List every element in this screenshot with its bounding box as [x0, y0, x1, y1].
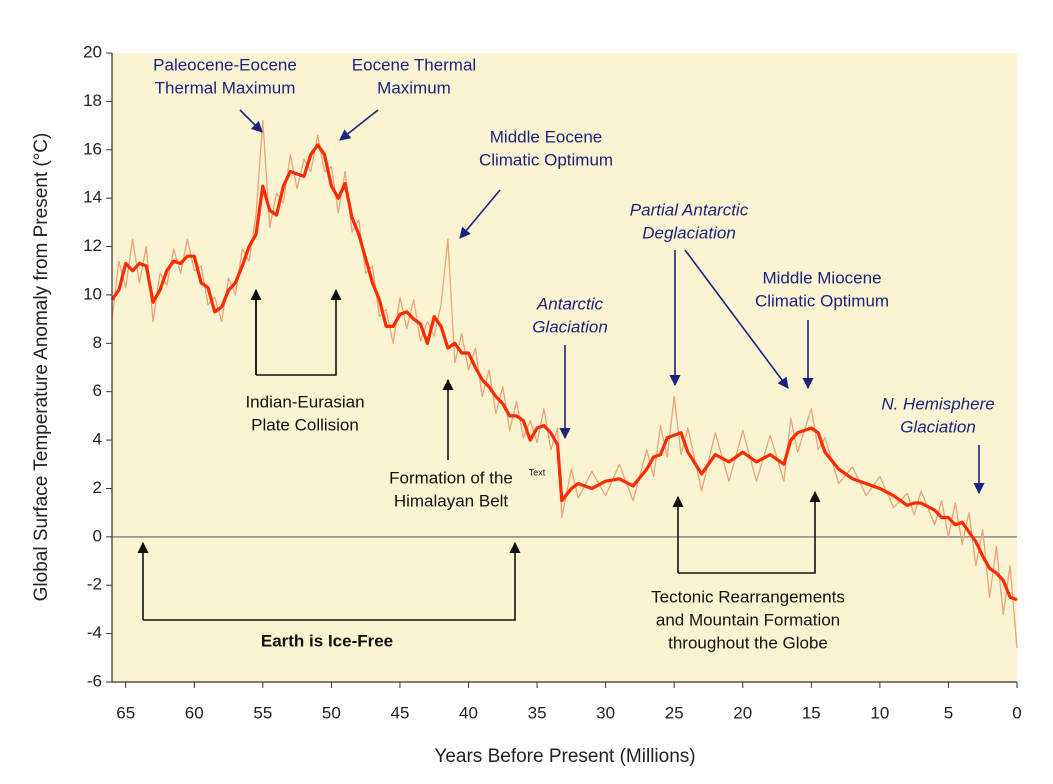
y-tick-label: 2 — [93, 478, 102, 497]
annotation: throughout the Globe — [668, 633, 828, 652]
annotation: N. Hemisphere — [881, 394, 994, 413]
x-tick-label: 5 — [944, 703, 953, 722]
annotation: and Mountain Formation — [656, 610, 840, 629]
annotation: Eocene Thermal — [352, 55, 476, 74]
arrow — [339, 109, 379, 141]
annotation: Tectonic Rearrangements — [651, 587, 845, 606]
x-tick-label: 35 — [528, 703, 547, 722]
x-tick-label: 45 — [390, 703, 409, 722]
arrow — [239, 109, 263, 133]
annotation: Deglaciation — [642, 223, 736, 242]
x-tick-label: 0 — [1012, 703, 1021, 722]
y-tick-label: 18 — [83, 91, 102, 110]
y-tick-label: -4 — [87, 623, 102, 642]
annotation: Text — [529, 467, 546, 477]
y-tick-label: 20 — [83, 42, 102, 61]
series-group — [110, 120, 1018, 649]
annotation: Plate Collision — [251, 415, 359, 434]
annotation: Formation of the — [389, 468, 513, 487]
x-tick-label: 20 — [733, 703, 752, 722]
y-tick-label: 8 — [93, 333, 102, 352]
annotation: Maximum — [377, 78, 451, 97]
x-tick-label: 10 — [870, 703, 889, 722]
x-tick-label: 15 — [802, 703, 821, 722]
annotation: Earth is Ice-Free — [261, 631, 393, 650]
annotation: Middle Miocene — [762, 268, 881, 287]
bracket — [143, 541, 521, 621]
y-tick-label: 4 — [93, 430, 102, 449]
data-line — [110, 143, 1018, 602]
annotation: Glaciation — [532, 317, 608, 336]
x-tick-label: 65 — [116, 703, 135, 722]
x-tick-label: 25 — [665, 703, 684, 722]
arrow — [459, 189, 501, 239]
x-axis-label: Years Before Present (Millions) — [434, 746, 695, 767]
y-tick-label: 6 — [93, 381, 102, 400]
annotation: Glaciation — [900, 417, 976, 436]
y-tick-label: 16 — [83, 139, 102, 158]
y-tick-label: 12 — [83, 236, 102, 255]
y-tick-label: 14 — [83, 188, 102, 207]
annotation: Himalayan Belt — [394, 491, 509, 510]
x-tick-label: 50 — [322, 703, 341, 722]
annotation: Climatic Optimum — [479, 150, 613, 169]
annotation: Indian-Eurasian — [245, 392, 364, 411]
y-axis-label: Global Surface Temperature Anomaly from … — [31, 133, 52, 602]
annotation: Climatic Optimum — [755, 291, 889, 310]
annotation: Paleocene-Eocene — [153, 55, 297, 74]
annotation-arrows — [137, 109, 985, 621]
annotation: Antarctic — [536, 294, 604, 313]
annotation: Thermal Maximum — [155, 78, 296, 97]
y-tick-label: -2 — [87, 575, 102, 594]
annotation: Partial Antarctic — [630, 200, 749, 219]
bracket — [678, 490, 821, 574]
y-tick-label: 0 — [93, 526, 102, 545]
x-tick-label: 40 — [459, 703, 478, 722]
x-tick-label: 55 — [253, 703, 272, 722]
data-line — [111, 120, 1018, 649]
arrow — [684, 249, 789, 389]
x-tick-label: 30 — [596, 703, 615, 722]
annotation: Middle Eocene — [490, 127, 602, 146]
x-tick-label: 60 — [185, 703, 204, 722]
y-tick-label: -6 — [87, 671, 102, 690]
y-tick-label: 10 — [83, 284, 102, 303]
